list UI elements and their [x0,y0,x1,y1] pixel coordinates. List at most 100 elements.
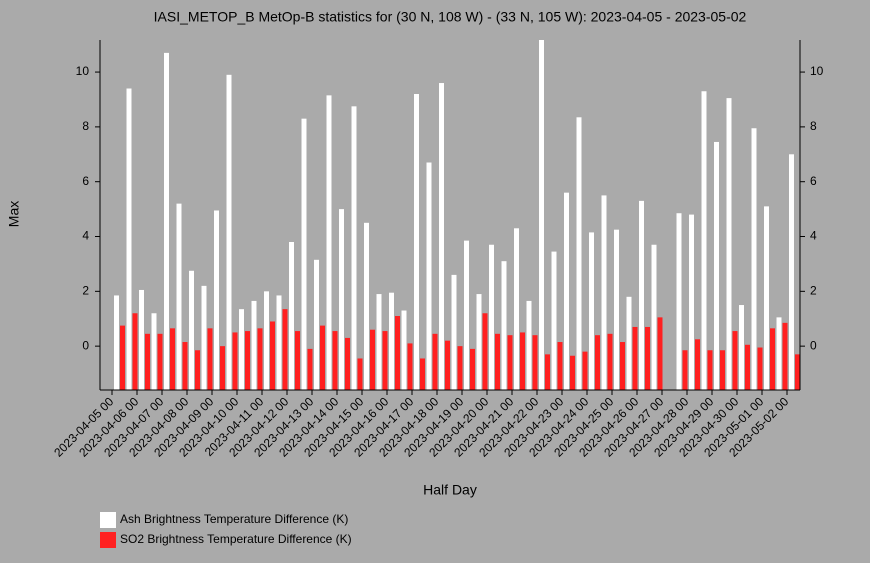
bar [276,295,282,390]
bar [414,93,419,390]
bar [589,232,594,390]
bar [282,309,288,390]
bar [245,331,250,390]
bar [607,333,613,390]
bar [145,333,150,390]
y2-tick-label: 6 [810,174,817,188]
bar [526,300,532,390]
bar [632,326,638,390]
bar [776,317,782,390]
bar [326,95,332,390]
bar [489,244,494,390]
bar [320,325,325,390]
bar [389,292,394,390]
bar [214,210,219,390]
bar [614,229,619,390]
bar [257,328,263,390]
bar [426,162,432,390]
bar [757,347,763,390]
bar [745,344,750,390]
bar [151,313,157,390]
bar [651,244,657,390]
bar [764,206,769,390]
bar [639,200,644,390]
bar [370,329,375,390]
bar [126,88,132,390]
bar [739,305,744,390]
bar [220,346,225,390]
bar [195,350,200,390]
bar [707,350,713,390]
bar [201,285,207,390]
bar [557,342,563,390]
bar [657,317,663,390]
legend-label: SO2 Brightness Temperature Difference (K… [120,532,352,546]
y2-tick-label: 2 [810,284,817,298]
y2-tick-label: 8 [810,119,817,133]
bar [401,310,407,390]
y2-tick-label: 0 [810,338,817,352]
bar [570,355,575,390]
bar [395,315,400,390]
bar [782,322,788,390]
bar [482,313,488,390]
plot-area [114,40,800,390]
bar [464,240,469,390]
bar [264,291,269,390]
bar [132,313,138,390]
bar [114,295,119,390]
bar [376,294,382,390]
bar [507,335,513,390]
bar [239,309,244,390]
y2-tick-label: 10 [810,64,824,78]
bar [339,209,344,390]
y-tick-label: 8 [82,119,89,133]
bar [445,340,450,390]
bar [157,333,163,390]
bar [564,192,569,390]
bar [551,251,557,390]
bar [420,358,425,390]
bar [364,222,369,390]
chart-title: IASI_METOP_B MetOp-B statistics for (30 … [154,9,747,25]
bar [470,348,475,390]
bar [301,118,307,390]
bar [295,331,300,390]
bar [176,203,182,390]
bar [770,328,775,390]
bar [439,83,444,390]
bar [382,331,388,390]
bar [520,332,525,390]
bar [120,325,125,390]
bar [495,333,500,390]
bar [645,326,650,390]
bar [345,337,350,390]
bar [714,141,719,390]
legend-swatch [100,532,116,548]
bar [514,228,519,390]
bar [182,342,188,390]
bar [251,300,257,390]
bar [314,259,319,390]
bar [270,321,275,390]
bar [189,270,194,390]
bar [407,343,413,390]
bar [432,333,438,390]
bar [795,354,800,390]
y-tick-label: 10 [76,64,90,78]
bar [232,332,238,390]
y-tick-label: 6 [82,174,89,188]
bar [789,154,794,390]
bar [732,331,738,390]
bar [170,328,175,390]
bar [532,335,538,390]
x-axis-label: Half Day [423,482,477,498]
y-tick-label: 2 [82,284,89,298]
bar [332,331,338,390]
bar [576,117,582,390]
bar [476,294,482,390]
legend-swatch [100,512,116,528]
bar [351,106,357,390]
bar [501,261,507,390]
y-tick-label: 4 [82,229,89,243]
